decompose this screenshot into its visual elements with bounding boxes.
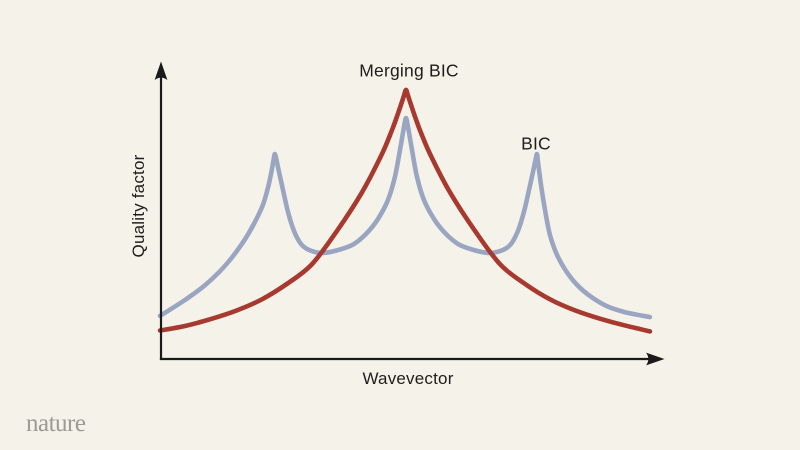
merging-bic-annotation: Merging BIC (359, 60, 459, 81)
y-axis-label: Quality factor (129, 154, 148, 258)
bic-curve (157, 115, 653, 320)
nature-logo: nature (26, 410, 86, 437)
merging-bic-curve (157, 87, 653, 334)
bic-annotation: BIC (521, 133, 551, 154)
curve-group (157, 87, 653, 334)
x-axis-arrowhead-icon (646, 352, 665, 366)
y-axis-arrowhead-icon (154, 61, 168, 80)
x-axis-label: Wavevector (362, 369, 454, 388)
